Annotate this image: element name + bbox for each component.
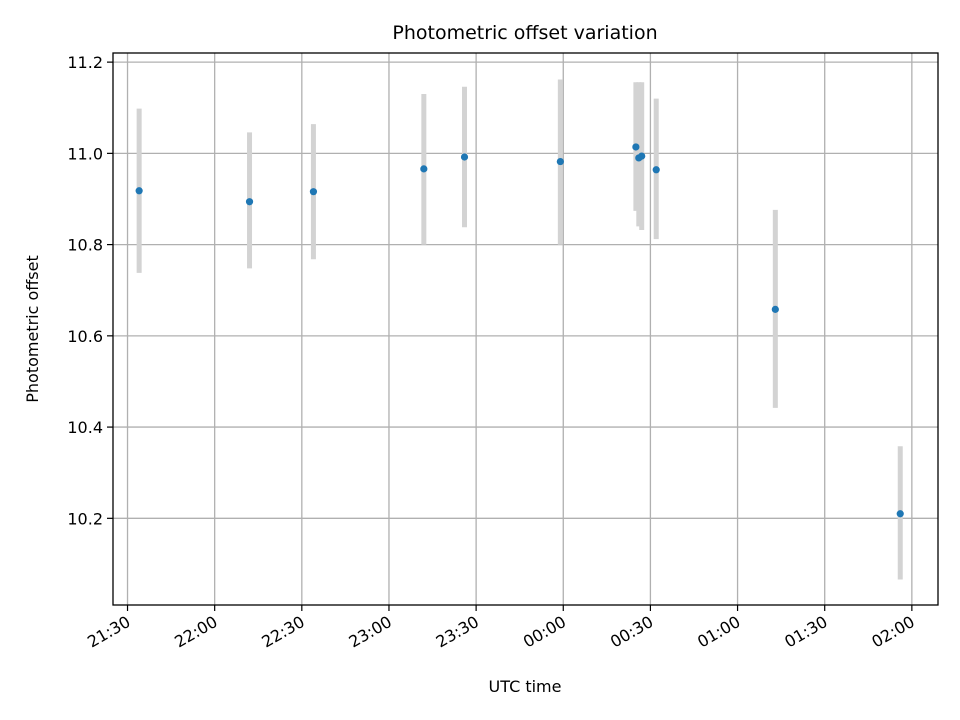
y-tick-label: 11.0	[67, 144, 103, 163]
x-axis-ticks: 21:30 22:00 22:30 23:00 23:30 00:00 00:30 01:00…	[84, 605, 918, 652]
y-tick-label: 10.4	[67, 418, 103, 437]
x-tick-label: 23:00	[346, 612, 395, 652]
data-point	[460, 153, 469, 161]
x-tick-label: 01:30	[781, 612, 830, 652]
x-axis-label: UTC time	[489, 677, 562, 696]
x-tick-label: 00:30	[607, 612, 656, 652]
y-axis-ticks: 10.2 10.4 10.6 10.8 11.0 11.2	[67, 53, 113, 528]
data-point	[245, 198, 254, 206]
plot-frame	[112, 52, 939, 606]
y-tick-label: 10.8	[67, 236, 103, 255]
data-points	[135, 143, 904, 518]
data-point	[652, 166, 660, 174]
x-tick-label: 21:30	[84, 612, 133, 652]
data-point	[556, 157, 564, 166]
x-tick-label: 01:00	[694, 612, 743, 652]
grid	[113, 53, 938, 605]
x-tick-label: 22:00	[171, 612, 220, 652]
y-axis-label: Photometric offset	[23, 255, 42, 403]
y-tick-label: 10.2	[67, 509, 103, 528]
data-point	[309, 188, 318, 196]
x-tick-label: 02:00	[868, 612, 917, 652]
data-point	[638, 152, 646, 160]
y-tick-label: 10.6	[67, 327, 103, 346]
data-point	[896, 510, 904, 518]
y-tick-label: 11.2	[67, 53, 103, 72]
data-point	[632, 143, 640, 151]
chart-title: Photometric offset variation	[392, 22, 657, 44]
data-point	[420, 165, 428, 173]
data-point	[771, 305, 779, 313]
data-point	[135, 187, 143, 195]
x-tick-label: 00:00	[520, 612, 569, 652]
x-tick-label: 22:30	[258, 612, 307, 652]
error-bars	[136, 79, 903, 580]
x-tick-label: 23:30	[433, 612, 482, 652]
